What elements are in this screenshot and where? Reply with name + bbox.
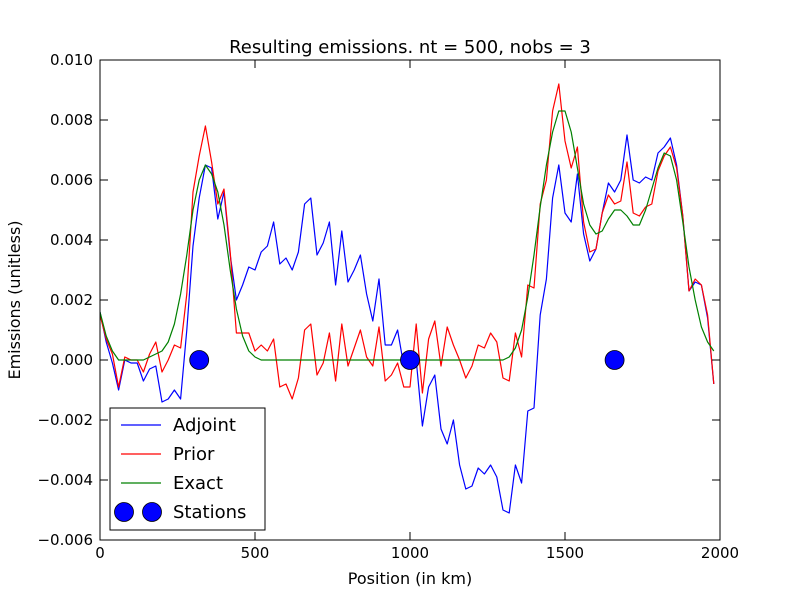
x-axis-label: Position (in km) <box>348 569 472 588</box>
y-tick-label: 0.006 <box>50 171 93 189</box>
chart-title: Resulting emissions. nt = 500, nobs = 3 <box>229 37 591 58</box>
x-tick-label: 2000 <box>701 544 739 562</box>
y-tick-label: 0.004 <box>50 231 93 249</box>
x-tick-label: 500 <box>241 544 270 562</box>
legend-swatch-stations <box>114 502 134 522</box>
y-tick-label: −0.004 <box>37 471 93 489</box>
legend-label-adjoint: Adjoint <box>173 415 236 436</box>
series-line-exact <box>100 110 715 361</box>
y-tick-label: 0.002 <box>50 291 93 309</box>
legend-swatch-stations <box>142 502 162 522</box>
y-tick-label: 0.010 <box>50 51 93 69</box>
y-tick-label: −0.002 <box>37 411 93 429</box>
x-axis: 0 500 1000 1500 2000 <box>95 60 739 562</box>
legend-label-exact: Exact <box>173 473 223 494</box>
x-tick-label: 0 <box>95 544 105 562</box>
y-axis: −0.006 −0.004 −0.002 0.000 0.002 0.004 0.006 0.… <box>37 51 720 549</box>
legend-box <box>109 407 266 531</box>
y-tick-label: 0.000 <box>50 351 93 369</box>
y-tick-label: −0.006 <box>37 531 93 549</box>
plot-area <box>99 59 721 541</box>
x-tick-label: 1000 <box>391 544 429 562</box>
station-marker <box>604 350 625 370</box>
y-axis-label: Emissions (unitless) <box>5 220 24 379</box>
legend-label-prior: Prior <box>173 444 215 465</box>
station-marker <box>400 350 420 370</box>
legend: Adjoint Prior Exact Stations <box>109 407 266 531</box>
y-tick-label: 0.008 <box>50 111 93 129</box>
legend-label-stations: Stations <box>173 502 246 523</box>
station-marker <box>189 350 210 370</box>
station-marker-layer <box>189 350 625 370</box>
x-tick-label: 1500 <box>546 544 584 562</box>
series-line-prior <box>100 83 715 400</box>
